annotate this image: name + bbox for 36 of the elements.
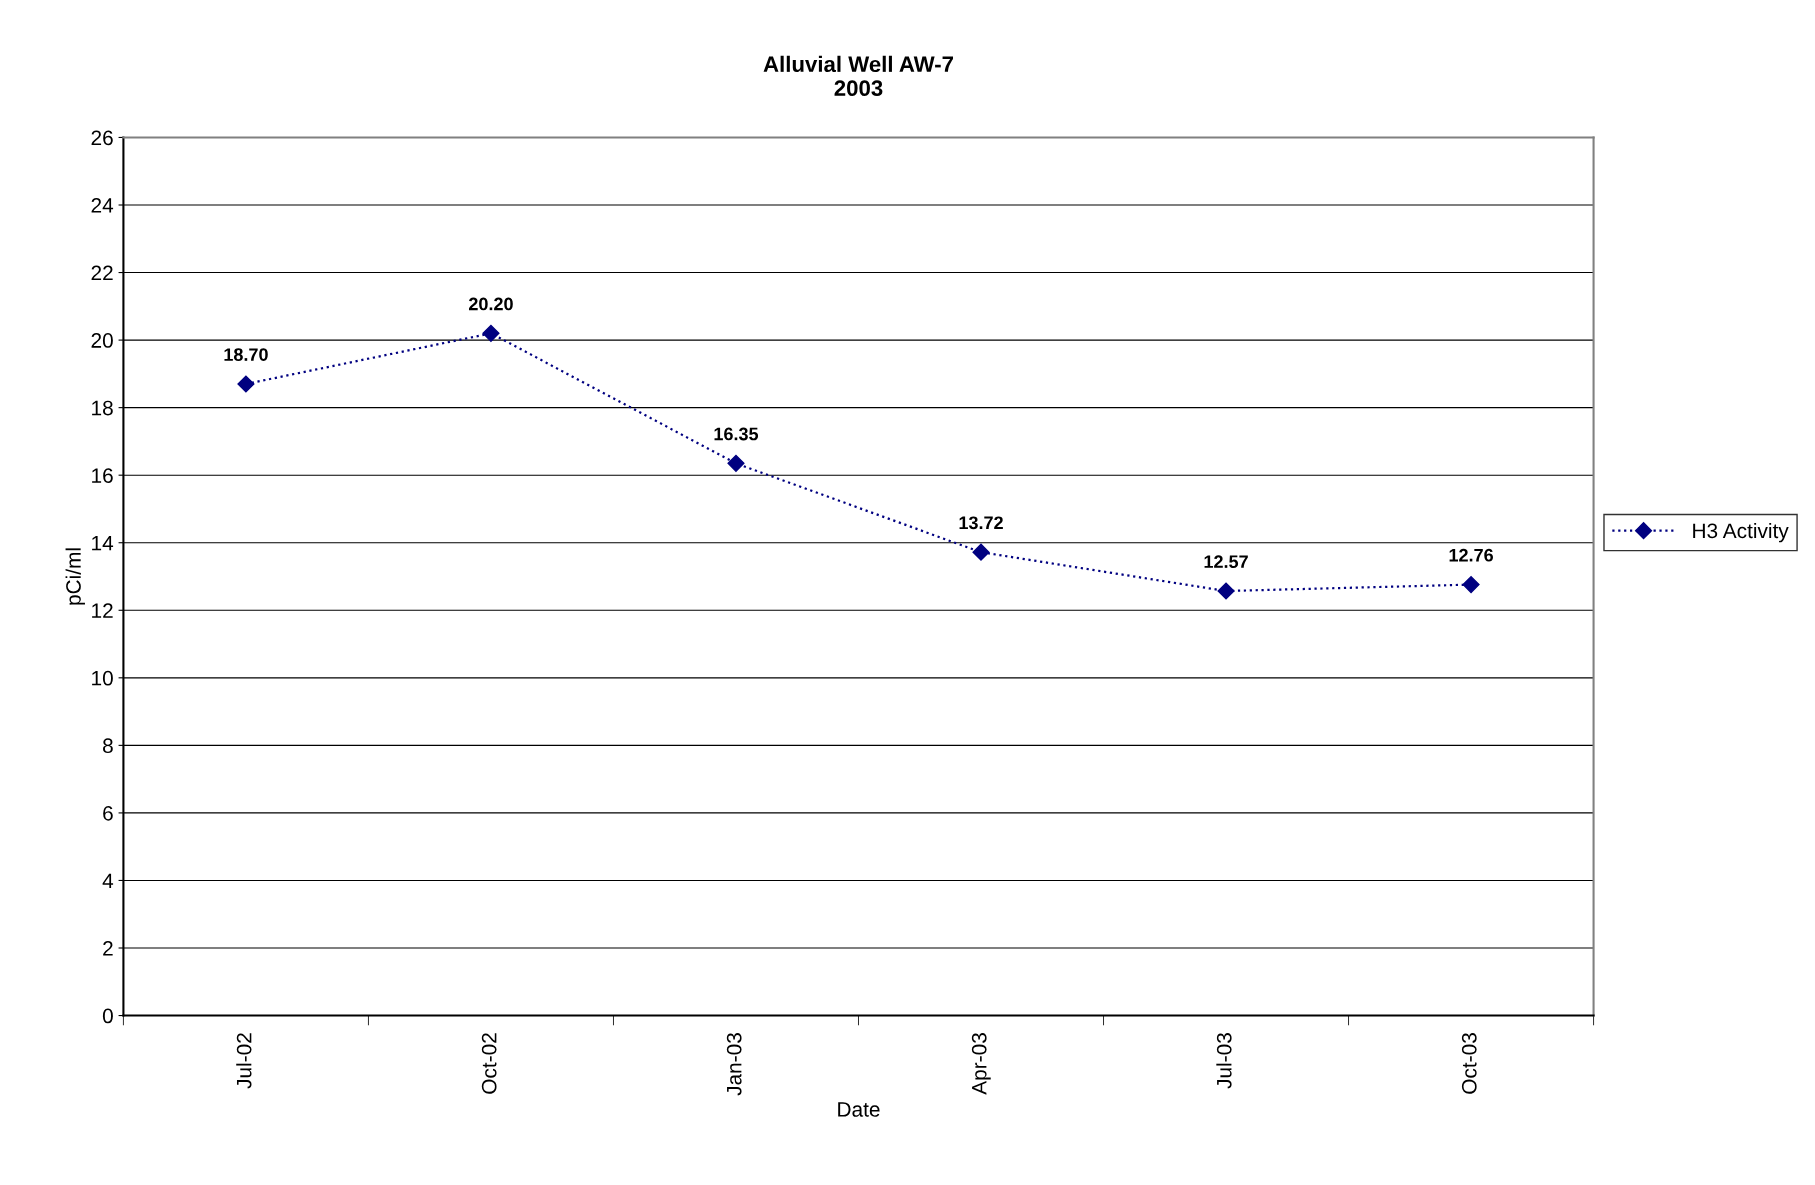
point xyxy=(1462,576,1480,594)
y-tick-label: 22 xyxy=(91,265,113,281)
x-tick-label: Jul-03 xyxy=(1216,1033,1232,1089)
y-tick-label: 14 xyxy=(92,535,114,551)
y-tick-label: 2 xyxy=(103,941,113,956)
y-tick-label: 4 xyxy=(102,873,114,888)
point xyxy=(482,324,500,342)
point xyxy=(237,375,255,393)
text: 20.20 xyxy=(468,297,513,311)
x-tick-label: Oct-03 xyxy=(1461,1033,1477,1094)
y-tick-label: 8 xyxy=(103,738,113,754)
text: 12.57 xyxy=(1204,555,1248,569)
point xyxy=(727,454,745,472)
y-tick-label: 12 xyxy=(92,603,113,618)
y-axis-title: pCi/ml xyxy=(65,548,85,605)
x-tick-label: Jan-03 xyxy=(726,1033,742,1096)
y-tick-label: 16 xyxy=(92,468,113,483)
legend-label: H3 Activity xyxy=(1693,522,1789,543)
y-tick-label: 6 xyxy=(103,805,113,821)
text: 13.72 xyxy=(959,516,1003,530)
y-tick-label: 0 xyxy=(102,1008,113,1024)
x-tick-label: Apr-03 xyxy=(971,1033,991,1095)
point xyxy=(972,543,990,561)
x-tick-label: Oct-02 xyxy=(481,1033,497,1094)
x-tick-label: Jul-02 xyxy=(236,1033,252,1089)
y-tick-label: 24 xyxy=(91,198,114,213)
point xyxy=(1217,582,1235,600)
text: 12.76 xyxy=(1449,548,1493,562)
y-tick-label: 26 xyxy=(91,130,113,146)
text: 16.35 xyxy=(714,427,759,441)
text: 18.70 xyxy=(224,348,268,361)
y-tick-label: 18 xyxy=(92,400,113,416)
chart-title: Alluvial Well AW-7 2003 xyxy=(763,55,953,97)
x-axis-title: Date xyxy=(838,1102,880,1117)
y-tick-label: 20 xyxy=(91,333,113,348)
y-tick-label: 10 xyxy=(92,670,113,686)
